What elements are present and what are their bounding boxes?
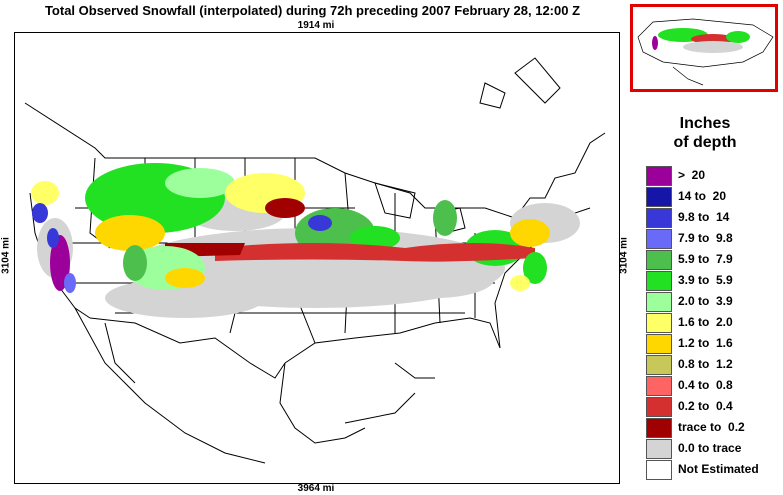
legend-item: 0.8 to 1.2 [646,355,776,376]
scale-top-label: 1914 mi [297,20,335,31]
legend-not-estimated: Not Estimated [646,460,776,481]
legend-swatch [646,250,672,270]
legend-swatch [646,292,672,312]
legend-label-not-estimated: Not Estimated [678,462,759,476]
legend-item: 0.0 to trace [646,439,776,460]
legend-swatch [646,376,672,396]
scale-left-label: 3104 mi [0,237,12,274]
legend-label: 9.8 to 14 [678,210,730,224]
legend-item: 7.9 to 9.8 [646,229,776,250]
legend-item: 1.2 to 1.6 [646,334,776,355]
legend-swatch [646,166,672,186]
legend-item: 2.0 to 3.9 [646,292,776,313]
legend-label: 2.0 to 3.9 [678,294,733,308]
legend-label: 1.6 to 2.0 [678,315,733,329]
legend-swatch [646,355,672,375]
legend-label: trace to 0.2 [678,420,745,434]
snowfall-regions [31,163,580,318]
legend-label: 0.4 to 0.8 [678,378,733,392]
legend-item: 0.4 to 0.8 [646,376,776,397]
legend-swatch [646,187,672,207]
legend-title-line1: Inches [679,115,731,132]
overview-map-canvas [633,7,775,89]
legend-item: 9.8 to 14 [646,208,776,229]
snowfall-map [14,32,620,484]
legend-label: 1.2 to 1.6 [678,336,733,350]
scale-bottom-label: 3964 mi [297,483,335,494]
legend-swatch-not-estimated [646,460,672,480]
scale-right-label: 3104 mi [618,237,630,274]
legend-label: 0.2 to 0.4 [678,399,733,413]
legend-label: 14 to 20 [678,189,727,203]
overview-inset-map [630,4,778,92]
legend-swatch [646,418,672,438]
legend-swatch [646,397,672,417]
legend-item: > 20 [646,166,776,187]
legend-item: 14 to 20 [646,187,776,208]
legend-swatch [646,334,672,354]
legend-title-line2: of depth [673,134,737,151]
legend-label: 7.9 to 9.8 [678,231,733,245]
legend-item: 3.9 to 5.9 [646,271,776,292]
legend-swatch [646,313,672,333]
legend-label: > 20 [678,168,706,182]
map-title: Total Observed Snowfall (interpolated) d… [44,3,581,18]
legend-label: 0.8 to 1.2 [678,357,733,371]
legend-swatch [646,439,672,459]
map-canvas [24,57,606,464]
legend-label: 0.0 to trace [678,441,742,455]
legend-item: trace to 0.2 [646,418,776,439]
legend-label: 3.9 to 5.9 [678,273,733,287]
legend-item: 1.6 to 2.0 [646,313,776,334]
legend-item: 0.2 to 0.4 [646,397,776,418]
legend-swatch [646,229,672,249]
legend-label: 5.9 to 7.9 [678,252,733,266]
legend-swatch [646,271,672,291]
legend-swatch [646,208,672,228]
legend-title: Inches of depth [650,114,760,152]
legend-item: 5.9 to 7.9 [646,250,776,271]
